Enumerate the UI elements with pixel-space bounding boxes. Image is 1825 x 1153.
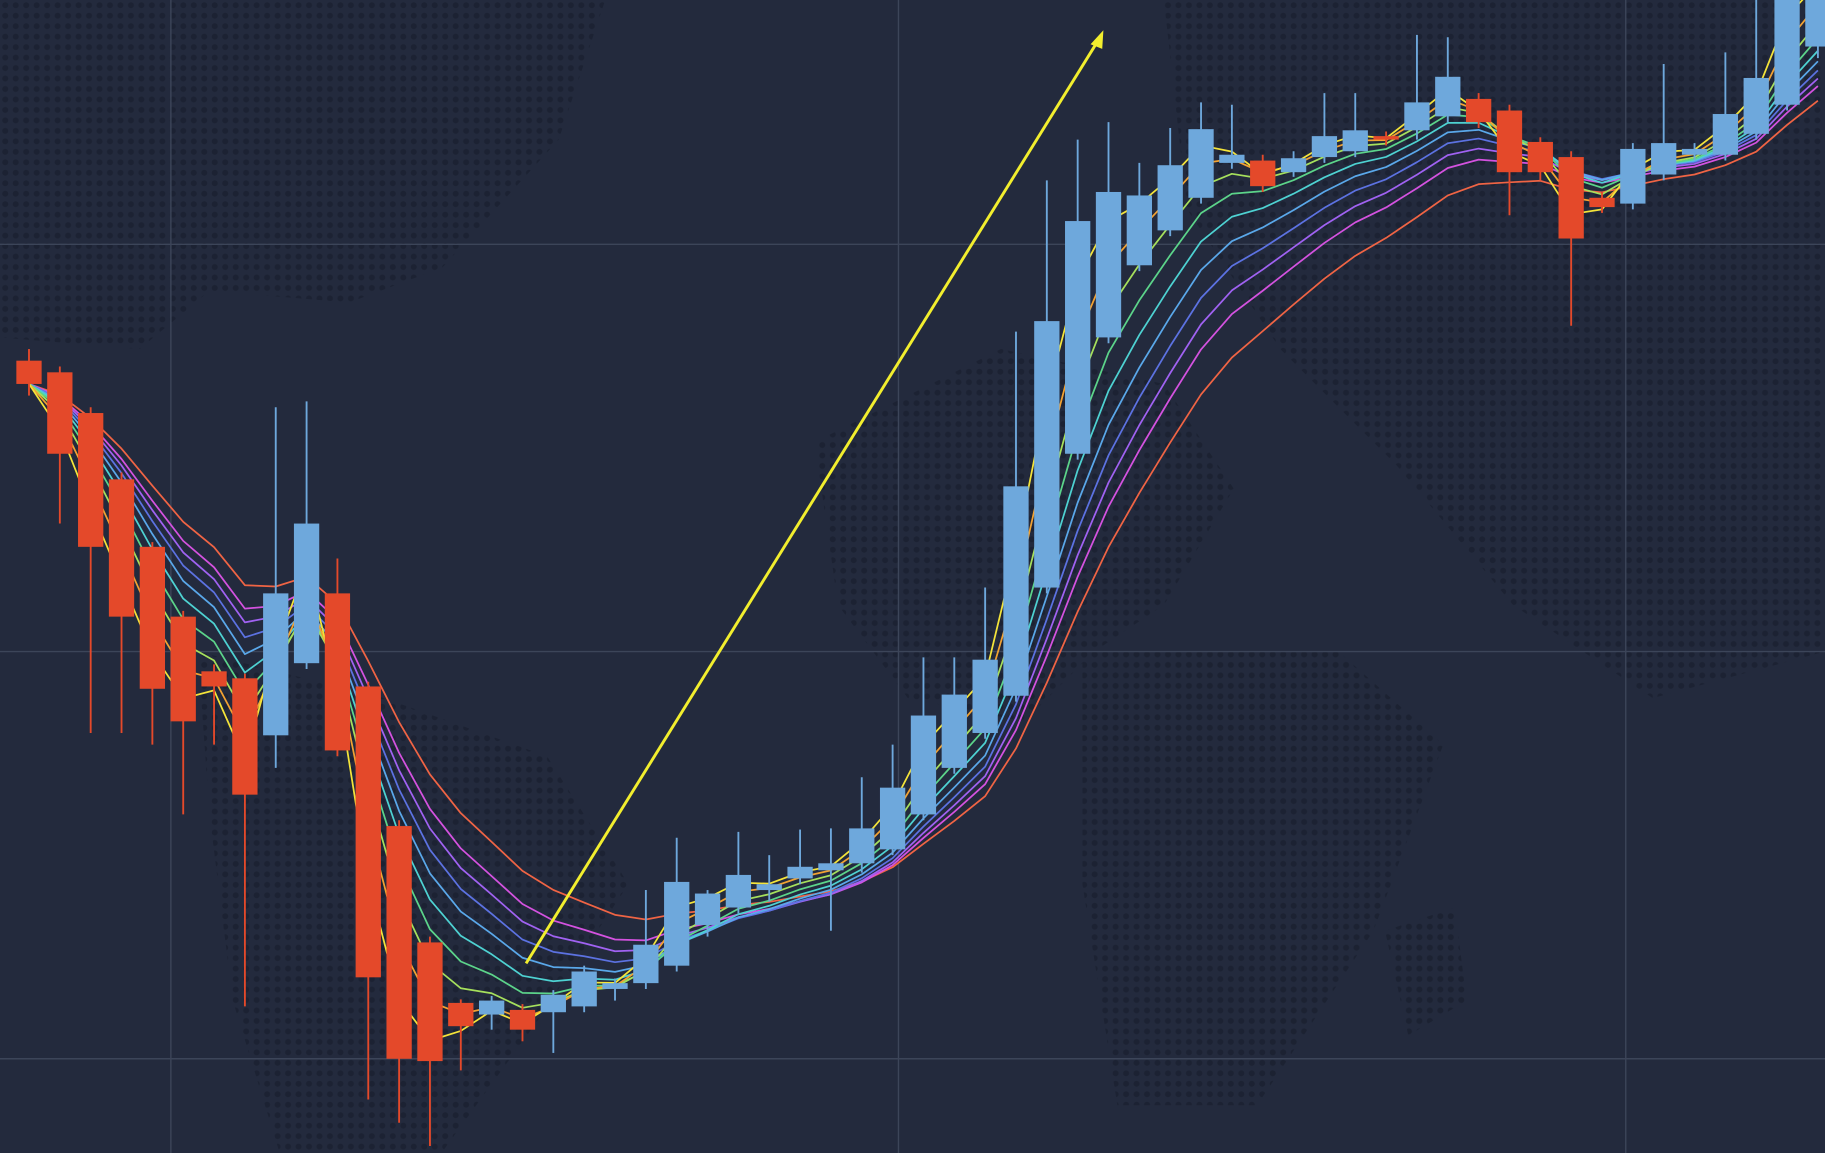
candle-body xyxy=(16,360,42,384)
candle-body xyxy=(1342,130,1368,152)
candle-body xyxy=(1465,98,1492,123)
candle-body xyxy=(324,593,351,751)
candle-body xyxy=(263,593,289,736)
candle-body xyxy=(1651,143,1677,175)
candle-body xyxy=(1805,0,1825,47)
candle-body xyxy=(386,826,412,1059)
candle-body xyxy=(355,686,381,978)
candle-body xyxy=(818,863,844,871)
candle-body xyxy=(1250,160,1276,187)
candle-body xyxy=(602,983,628,989)
candle-body xyxy=(170,616,196,722)
arrow-head xyxy=(1090,30,1104,49)
candle-body xyxy=(941,694,967,768)
candle-body xyxy=(694,893,721,925)
arrow-line xyxy=(524,38,1100,965)
candle-body xyxy=(1404,102,1430,131)
candles xyxy=(16,0,1825,1147)
map-region xyxy=(1385,907,1467,1036)
candle-body xyxy=(1558,157,1584,239)
candle-body xyxy=(201,671,227,687)
candle-body xyxy=(78,413,104,547)
candle-body xyxy=(571,971,597,1007)
candle-body xyxy=(787,866,813,879)
candle-body xyxy=(1435,76,1461,117)
candle-body xyxy=(1620,148,1646,204)
candle-body xyxy=(849,828,875,864)
candle-body xyxy=(1743,77,1769,134)
candle-body xyxy=(448,1002,474,1027)
candle-body xyxy=(139,546,166,689)
candle-body xyxy=(1157,165,1183,231)
candle-body xyxy=(1373,136,1399,140)
candle-body xyxy=(725,874,752,908)
candle-body xyxy=(972,659,998,733)
candle-body xyxy=(1280,158,1307,173)
candle-body xyxy=(1003,486,1029,696)
candle-body xyxy=(1712,114,1739,155)
candle-body xyxy=(478,1000,505,1015)
candle-body xyxy=(1589,197,1615,208)
candle-body xyxy=(910,715,937,815)
candle-body xyxy=(1496,110,1523,173)
candle-body xyxy=(232,678,258,795)
candle-body xyxy=(47,372,73,454)
candle-body xyxy=(1681,148,1708,155)
candle-body xyxy=(1219,154,1245,163)
candle-body xyxy=(540,994,566,1013)
candle-body xyxy=(879,787,906,850)
candle-body xyxy=(1034,321,1060,588)
candle-body xyxy=(664,881,690,966)
candle-body xyxy=(1311,136,1338,158)
candle-body xyxy=(1774,0,1800,105)
map-region xyxy=(1082,651,1444,1106)
candle-body xyxy=(1126,195,1152,266)
candle-body xyxy=(1188,129,1214,198)
candle-body xyxy=(1527,141,1553,173)
candle-body xyxy=(509,1009,536,1030)
candle-body xyxy=(293,523,320,664)
trend-arrow xyxy=(524,30,1104,965)
candle-body xyxy=(417,942,443,1062)
map-region xyxy=(0,0,606,350)
candle-body xyxy=(108,479,135,617)
candle-body xyxy=(756,884,782,891)
candle-body xyxy=(1065,221,1091,454)
candle-body xyxy=(633,944,659,984)
candle-body xyxy=(1095,191,1122,338)
